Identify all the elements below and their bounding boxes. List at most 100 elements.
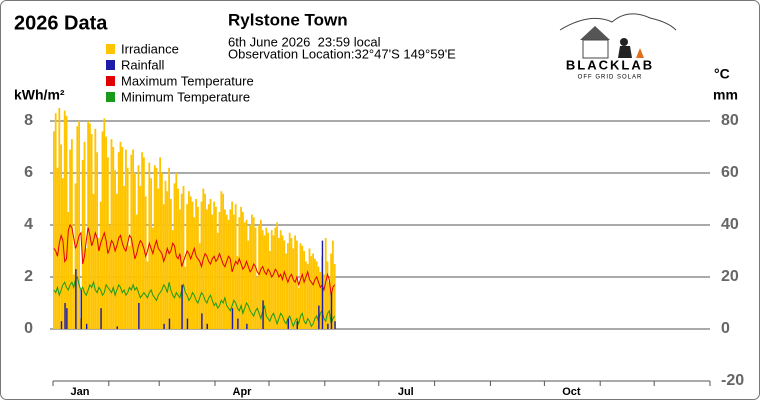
rainfall-bar xyxy=(138,303,140,329)
temperature-line xyxy=(53,223,336,296)
irradiance-bar xyxy=(92,193,95,329)
irradiance-bar xyxy=(141,152,143,329)
irradiance-bar xyxy=(270,230,273,329)
irradiance-bar xyxy=(180,193,183,329)
irradiance-bar xyxy=(150,178,152,329)
irradiance-bar xyxy=(130,154,133,329)
irradiance-bar xyxy=(144,196,147,329)
y-tick-label: 4 xyxy=(24,216,33,233)
irradiance-bar xyxy=(76,126,79,329)
rainfall-bar xyxy=(60,321,63,329)
y2-tick-label: 20 xyxy=(721,268,739,285)
irradiance-bar xyxy=(224,209,226,329)
irradiance-bar xyxy=(310,256,313,329)
irradiance-bar xyxy=(332,240,334,329)
irradiance-bar xyxy=(328,282,331,329)
irradiance-bar xyxy=(258,225,260,329)
irradiance-bar xyxy=(132,149,134,329)
irradiance-bar xyxy=(216,232,219,329)
irradiance-bar xyxy=(53,131,55,329)
logo: BLACKLAB OFF GRID SOLAR xyxy=(559,13,677,81)
irradiance-bar xyxy=(65,115,68,329)
irradiance-bar xyxy=(175,173,178,329)
y2-tick-label: 0 xyxy=(721,320,730,337)
irradiance-bar xyxy=(319,271,322,329)
irradiance-bar xyxy=(62,178,64,329)
rainfall-bar xyxy=(327,323,329,329)
irradiance-bar xyxy=(243,222,246,329)
irradiance-bar xyxy=(87,121,89,329)
irradiance-bar xyxy=(278,238,280,329)
logo-fire xyxy=(636,48,644,58)
irradiance-bar xyxy=(215,206,217,329)
x-tick-label: Jan xyxy=(71,386,90,398)
legend-swatch xyxy=(106,44,115,54)
x-tick-label: Apr xyxy=(233,386,253,398)
y-tick-label: 2 xyxy=(24,268,33,285)
logo-roof xyxy=(580,26,610,40)
logo-dog xyxy=(620,38,628,46)
irradiance-bar xyxy=(305,261,307,329)
irradiance-bar xyxy=(225,214,228,329)
irradiance-bar xyxy=(204,193,206,329)
irradiance-bar xyxy=(292,248,295,329)
brand-tagline: OFF GRID SOLAR xyxy=(578,75,643,81)
irradiance-bar xyxy=(227,219,230,329)
irradiance-bar xyxy=(98,238,100,329)
irradiance-bar xyxy=(108,225,111,329)
y2-tick-label: 80 xyxy=(721,112,739,129)
irradiance-bar xyxy=(81,160,84,329)
irradiance-bar xyxy=(314,258,316,329)
irradiance-bar xyxy=(135,214,138,329)
irradiance-bar xyxy=(182,186,185,329)
irradiance-bar xyxy=(67,212,70,329)
irradiance-bar xyxy=(301,245,304,329)
corner-title: 2026 Data xyxy=(14,12,108,34)
irradiance-bar xyxy=(99,201,102,329)
irradiance-bar xyxy=(173,183,176,329)
irradiance-bar xyxy=(274,227,277,329)
irradiance-bar xyxy=(267,232,269,329)
irradiance-bar xyxy=(312,253,314,329)
irradiance-bar xyxy=(188,191,190,329)
y-tick-label: 0 xyxy=(24,320,33,337)
x-tick-label: Jul xyxy=(398,386,414,398)
irradiance-bar xyxy=(54,113,57,329)
irradiance-bar xyxy=(234,204,237,329)
irradiance-bar xyxy=(143,157,145,329)
irradiance-bar xyxy=(240,206,242,329)
irradiance-bar xyxy=(101,131,104,329)
irradiance-bar xyxy=(236,256,239,329)
rainfall-bar xyxy=(287,318,289,329)
irradiance-bar xyxy=(233,214,235,329)
irradiance-bar xyxy=(238,217,241,329)
legend-swatch xyxy=(106,76,115,86)
irradiance-bar xyxy=(303,251,305,329)
irradiance-bar xyxy=(121,147,124,329)
irradiance-bar xyxy=(265,227,268,329)
legend-label: Minimum Temperature xyxy=(121,89,250,104)
irradiance-bar xyxy=(155,167,158,329)
irradiance-bar xyxy=(191,201,194,329)
rainfall-bar xyxy=(246,323,248,329)
irradiance-bar xyxy=(213,201,215,329)
rainfall-bar xyxy=(66,308,68,329)
logo-house xyxy=(582,39,609,59)
irradiance-bar xyxy=(254,227,257,329)
irradiance-bar xyxy=(139,186,142,329)
legend-swatch xyxy=(106,92,115,102)
irradiance-bar xyxy=(290,238,293,329)
irradiance-bar xyxy=(206,209,208,329)
y2-tick-label: -20 xyxy=(721,372,744,389)
irradiance-bar xyxy=(251,214,253,329)
subtitle: 6th June 2026 23:59 local xyxy=(228,34,381,49)
rainfall-bar xyxy=(206,323,208,329)
irradiance-bar xyxy=(193,217,196,329)
rainfall-bar xyxy=(100,308,102,329)
irradiance-bar xyxy=(148,162,151,329)
irradiance-bar xyxy=(287,243,289,329)
irradiance-bar xyxy=(94,128,97,329)
irradiance-bar xyxy=(288,232,291,329)
